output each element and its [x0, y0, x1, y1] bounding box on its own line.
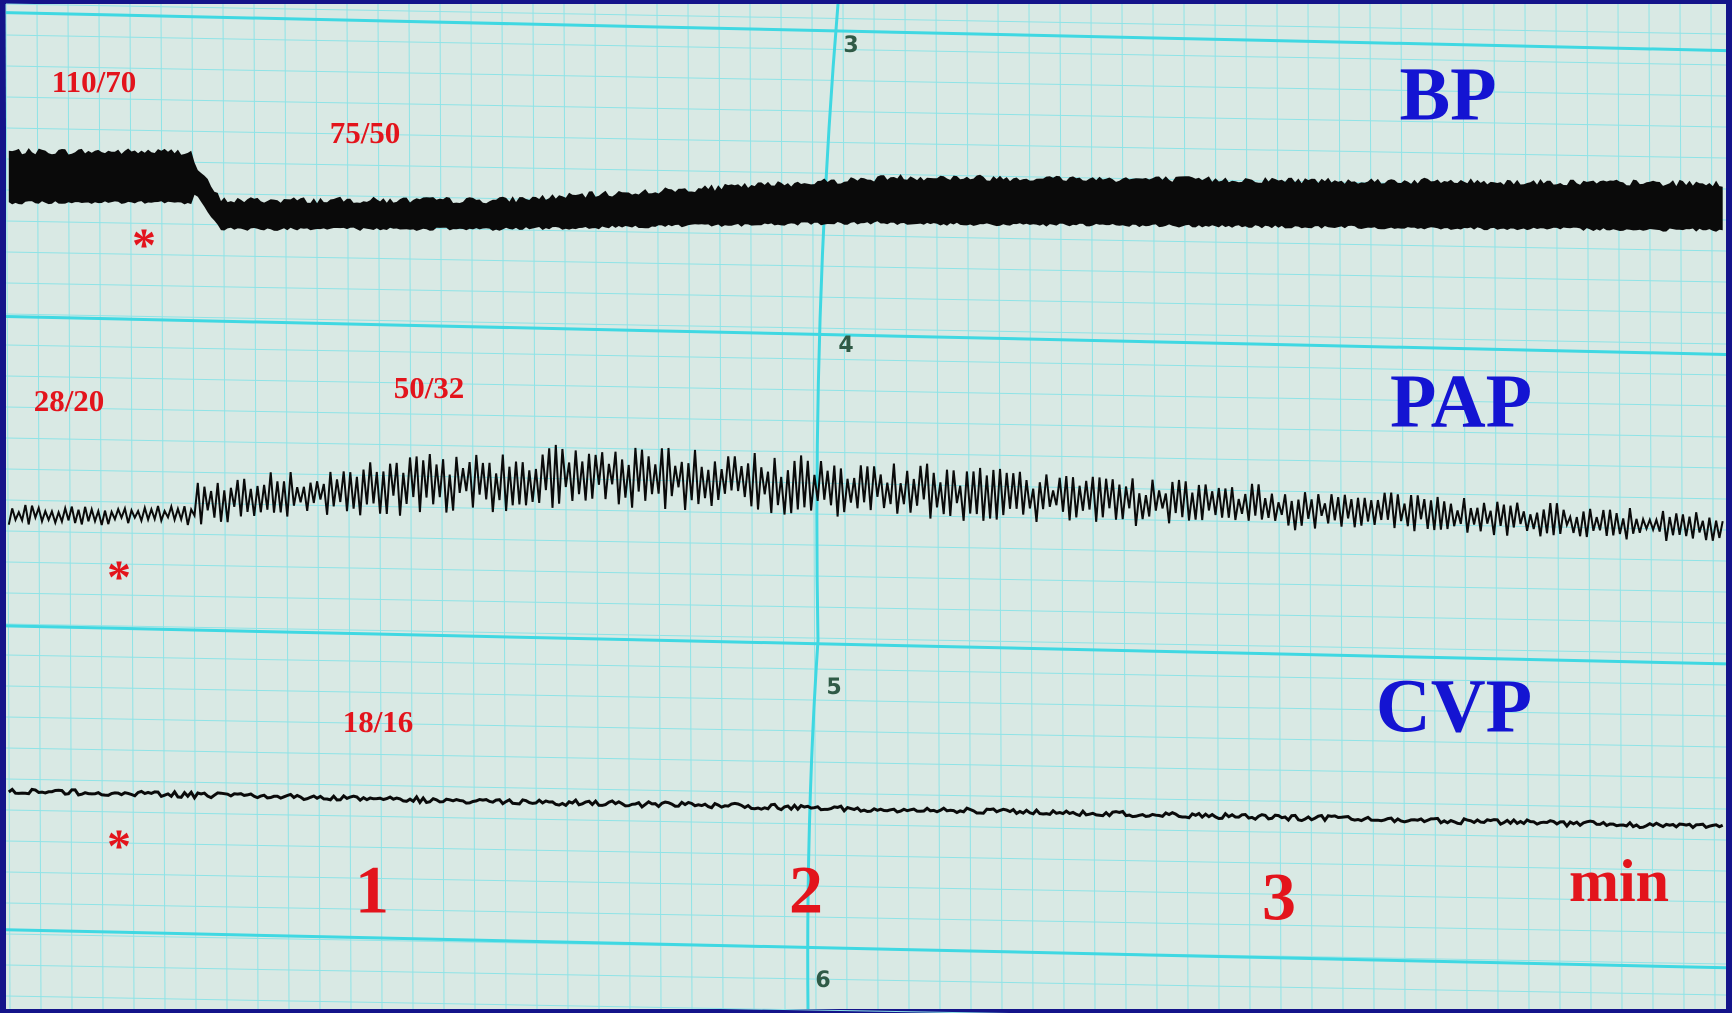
trace-label: PAP: [1390, 359, 1532, 443]
time-tick: 3: [1262, 859, 1296, 935]
injection-marker: *: [107, 551, 131, 604]
strip-chart-photo: 3 4 5 6 110/70 75/50 BP * 28/20 50/32 PA…: [0, 0, 1732, 1013]
trace-label: CVP: [1376, 664, 1532, 748]
pressure-label: 28/20: [34, 383, 105, 418]
pressure-label: 18/16: [343, 704, 414, 739]
time-tick: 2: [789, 852, 823, 928]
grid-number: 6: [815, 968, 830, 993]
pressure-label: 50/32: [394, 370, 465, 405]
pressure-label: 75/50: [330, 115, 401, 150]
grid-number: 3: [843, 33, 858, 58]
time-tick: 1: [355, 852, 389, 928]
time-unit: min: [1569, 848, 1669, 914]
grid-number: 5: [826, 675, 841, 700]
paper: [6, 4, 1726, 1009]
injection-marker: *: [107, 820, 131, 873]
pressure-label: 110/70: [52, 64, 136, 99]
page: 3 4 5 6 110/70 75/50 BP * 28/20 50/32 PA…: [0, 0, 1732, 1013]
injection-marker: *: [132, 219, 156, 272]
grid-number: 4: [838, 333, 853, 358]
trace-label: BP: [1399, 52, 1496, 136]
